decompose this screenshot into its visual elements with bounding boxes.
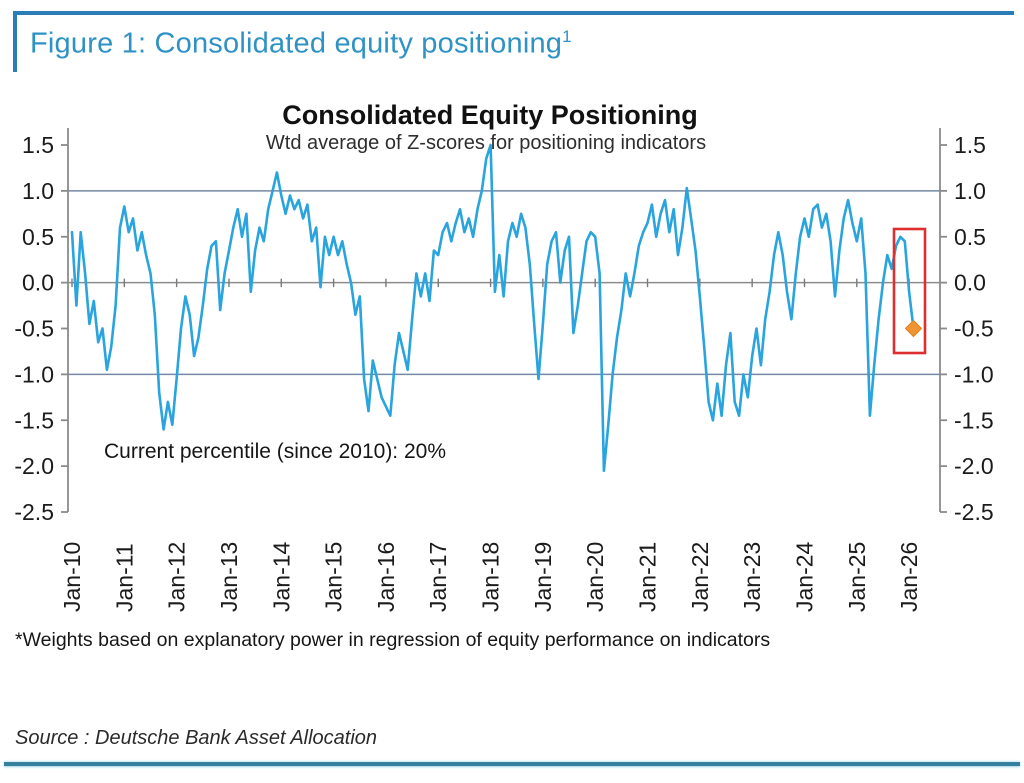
page-bottom-rule <box>4 762 1020 766</box>
x-axis-label: Jan-12 <box>164 542 190 612</box>
figure-caption: Figure 1: Consolidated equity positionin… <box>30 27 572 61</box>
chart-subtitle: Wtd average of Z-scores for positioning … <box>265 132 707 154</box>
y-axis-label-right: -1.0 <box>954 361 994 387</box>
x-axis-label: Jan-10 <box>59 542 85 612</box>
source-attribution: Source : Deutsche Bank Asset Allocation <box>15 727 378 749</box>
highlight-box <box>892 227 927 355</box>
y-axis-label-right: 0.5 <box>954 224 986 250</box>
y-axis-label-left: -1.0 <box>14 361 54 387</box>
x-axis-label: Jan-16 <box>373 542 399 612</box>
x-axis-label: Jan-22 <box>687 542 713 612</box>
x-axis-label: Jan-25 <box>844 542 870 612</box>
y-axis-label-left: 0.0 <box>22 270 54 296</box>
series-line <box>70 143 915 473</box>
x-axis-label: Jan-20 <box>582 542 608 612</box>
y-axis-label-left: 0.5 <box>22 224 54 250</box>
x-axis-label: Jan-11 <box>111 543 137 612</box>
last-point-diamond-icon <box>904 319 923 338</box>
x-axis-label: Jan-24 <box>791 541 817 612</box>
y-axis-label-left: -0.5 <box>14 316 54 342</box>
y-axis-label-right: 1.5 <box>954 132 986 158</box>
y-axis-label-left: -2.0 <box>14 453 54 479</box>
x-axis-label: Jan-14 <box>268 541 294 612</box>
x-axis-label: Jan-26 <box>896 542 922 612</box>
figure-caption-superscript: 1 <box>562 27 572 46</box>
y-axis-label-right: -2.5 <box>954 499 994 525</box>
x-axis-label: Jan-21 <box>635 542 661 612</box>
y-axis-label-left: -2.5 <box>14 499 54 525</box>
y-axis-label-left: 1.5 <box>22 132 54 158</box>
weights-footnote: *Weights based on explanatory power in r… <box>15 629 771 651</box>
y-axis-label-right: 1.0 <box>954 178 986 204</box>
x-axis-label: Jan-15 <box>321 542 347 612</box>
y-axis-label-right: -2.0 <box>954 453 994 479</box>
header-top-rule <box>13 11 1014 15</box>
chart-title: Consolidated Equity Positioning <box>282 100 698 130</box>
y-axis-label-right: -1.5 <box>954 407 994 433</box>
figure-caption-text: Figure 1: Consolidated equity positionin… <box>30 27 563 60</box>
x-axis-label: Jan-19 <box>530 542 556 612</box>
x-axis-label: Jan-23 <box>739 542 765 612</box>
y-axis-label-right: -0.5 <box>954 316 994 342</box>
percentile-annotation: Current percentile (since 2010): 20% <box>104 440 447 463</box>
y-axis-label-right: 0.0 <box>954 270 986 296</box>
x-axis-label: Jan-13 <box>216 542 242 612</box>
x-axis-label: Jan-17 <box>425 542 451 612</box>
y-axis-label-left: 1.0 <box>22 178 54 204</box>
header-left-rule <box>13 11 17 72</box>
x-axis-label: Jan-18 <box>478 542 504 612</box>
y-axis-label-left: -1.5 <box>14 407 54 433</box>
